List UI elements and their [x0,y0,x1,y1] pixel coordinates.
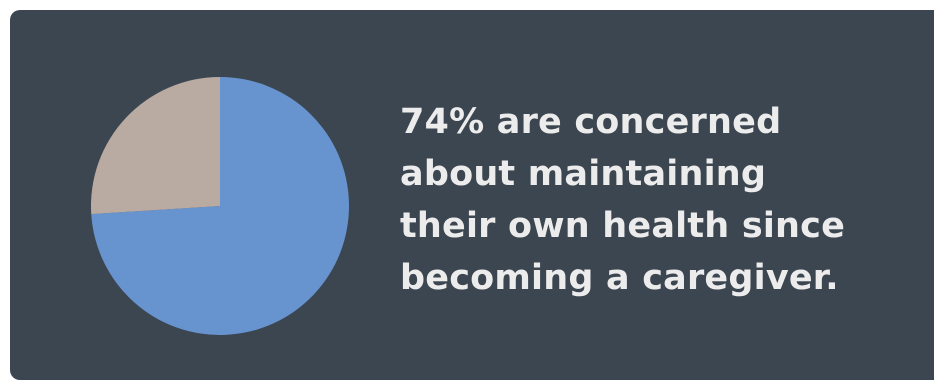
statistic-headline: 74% are concerned about maintaining thei… [400,96,920,304]
pie-slice-2 [90,77,220,215]
headline-line-3: their own health since [400,206,846,246]
pie-chart-svg [90,77,349,335]
headline-line-2: about maintaining [400,154,767,194]
pie-chart [90,76,350,336]
headline-line-4: becoming a caregiver. [400,258,839,298]
stat-card: 74% are concerned about maintaining thei… [10,10,934,380]
pie-slice-1 [91,77,349,335]
headline-line-1: 74% are concerned [400,102,782,142]
